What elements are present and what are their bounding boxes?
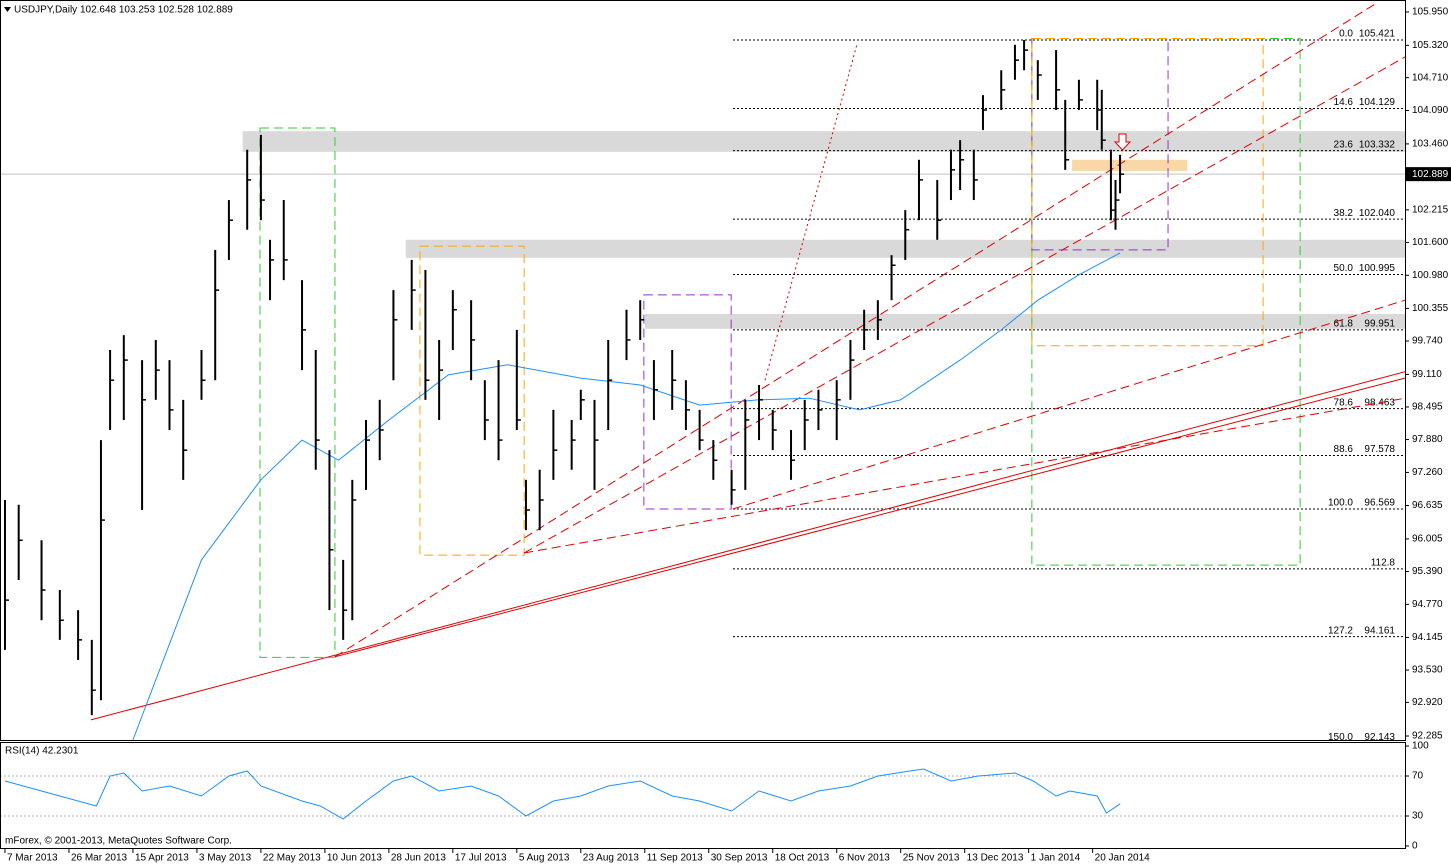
fib-ratio: 0.0 — [1339, 29, 1353, 40]
box — [419, 245, 525, 556]
x-tick-label: 10 Jun 2013 — [327, 853, 382, 864]
trend-line — [524, 397, 1405, 554]
fib-ratio: 150.0 — [1328, 732, 1353, 743]
x-tick-label: 11 Sep 2013 — [647, 853, 703, 864]
y-tick-label: 98.495 — [1412, 402, 1443, 413]
y-tick-label: 93.530 — [1412, 665, 1443, 676]
fib-ratio: 23.6 — [1334, 139, 1354, 150]
y-tick-label: 99.740 — [1412, 336, 1443, 347]
zone — [242, 131, 1405, 152]
x-tick-label: 15 Apr 2013 — [135, 853, 189, 864]
y-tick-label: 92.920 — [1412, 697, 1443, 708]
fib-price: 96.569 — [1364, 498, 1395, 509]
signal-arrow — [1113, 133, 1132, 151]
fib-price: 104.129 — [1359, 97, 1396, 108]
y-tick-label: 100 — [1412, 741, 1429, 752]
rsi-pane-frame — [0, 742, 1406, 849]
y-tick-label: 101.600 — [1412, 237, 1449, 248]
fib-price: 92.143 — [1364, 732, 1395, 743]
fib-ratio: 100.0 — [1328, 498, 1353, 509]
price-pane: 105.421 0.0 104.129 14.6 103.332 23.6 102.040 3… — [0, 4, 1405, 743]
x-tick-label: 22 May 2013 — [263, 853, 321, 864]
x-tick-label: 3 May 2013 — [199, 853, 252, 864]
price-pane-frame — [0, 0, 1406, 741]
y-tick-label: 100.355 — [1412, 303, 1449, 314]
x-tick-label: 26 Mar 2013 — [71, 853, 128, 864]
x-tick-label: 6 Nov 2013 — [839, 853, 891, 864]
box — [1031, 37, 1264, 347]
y-tick-label: 94.145 — [1412, 632, 1443, 643]
fib-ratio: 14.6 — [1334, 97, 1354, 108]
y-tick-label: 97.880 — [1412, 434, 1443, 445]
y-tick-label: 96.635 — [1412, 500, 1443, 511]
fib-price: 105.421 — [1359, 29, 1396, 40]
fib-price: 99.951 — [1364, 318, 1395, 329]
zone — [1072, 159, 1188, 171]
fib-price: 103.332 — [1359, 139, 1396, 150]
y-tick-label: 105.320 — [1412, 40, 1449, 51]
rsi-title: RSI(14) 42.2301 — [5, 746, 79, 757]
x-tick-label: 30 Sep 2013 — [711, 853, 768, 864]
trend-line — [334, 377, 1405, 658]
title-icon — [4, 7, 11, 12]
y-tick-label: 94.770 — [1412, 599, 1443, 610]
y-tick-label: 103.460 — [1412, 139, 1449, 150]
trend-line — [732, 299, 1405, 510]
y-tick-label: 102.215 — [1412, 204, 1449, 215]
moving-average — [132, 252, 1121, 740]
x-tick-label: 20 Jan 2014 — [1095, 853, 1150, 864]
x-tick-label: 5 Aug 2013 — [519, 853, 570, 864]
trend-line — [90, 371, 1405, 721]
y-tick-label: 0 — [1412, 841, 1418, 852]
y-tick-label: 96.005 — [1412, 534, 1443, 545]
y-tick-label: 97.260 — [1412, 467, 1443, 478]
rsi-line — [4, 768, 1121, 820]
fib-price: 102.040 — [1359, 208, 1396, 219]
fib-price: 100.995 — [1359, 263, 1396, 274]
y-tick-label: 30 — [1412, 811, 1424, 822]
x-tick-label: 18 Oct 2013 — [775, 853, 830, 864]
chart-title: USDJPY,Daily 102.648 103.253 102.528 102… — [14, 5, 233, 16]
last-price-label: 102.889 — [1412, 169, 1449, 180]
x-tick-label: 17 Jul 2013 — [455, 853, 507, 864]
y-tick-label: 105.950 — [1412, 7, 1449, 18]
box — [259, 127, 336, 658]
x-tick-label: 25 Nov 2013 — [903, 853, 960, 864]
rsi-pane — [0, 768, 1405, 820]
fib-ratio: 50.0 — [1334, 263, 1354, 274]
fib-ratio: 88.6 — [1334, 444, 1354, 455]
fib-ratio: 127.2 — [1328, 625, 1353, 636]
fib-price: 97.578 — [1364, 444, 1395, 455]
y-tick-label: 95.390 — [1412, 566, 1443, 577]
zone — [644, 313, 1405, 329]
trend-line — [523, 56, 1405, 554]
fib-ratio: 38.2 — [1334, 208, 1354, 219]
fib-price: 94.161 — [1364, 625, 1395, 636]
x-tick-label: 7 Mar 2013 — [7, 853, 58, 864]
x-tick-label: 28 Jun 2013 — [391, 853, 446, 864]
last-price-box — [1406, 167, 1451, 182]
fib-ratio: 61.8 — [1334, 318, 1354, 329]
x-tick-label: 1 Jan 2014 — [1031, 853, 1081, 864]
trend-line — [334, 4, 1376, 658]
fib-ratio: 112.8 — [1371, 557, 1396, 568]
x-tick-label: 13 Dec 2013 — [967, 853, 1024, 864]
y-tick-label: 104.710 — [1412, 72, 1449, 83]
y-tick-label: 100.980 — [1412, 270, 1449, 281]
fib-ratio: 78.6 — [1334, 397, 1354, 408]
y-tick-label: 92.285 — [1412, 731, 1443, 742]
footer: mForex, © 2001-2013, MetaQuotes Software… — [5, 836, 232, 847]
y-tick-label: 104.090 — [1412, 105, 1449, 116]
y-tick-label: 70 — [1412, 771, 1424, 782]
x-tick-label: 23 Aug 2013 — [583, 853, 640, 864]
box — [643, 294, 732, 510]
y-tick-label: 99.110 — [1412, 369, 1442, 380]
